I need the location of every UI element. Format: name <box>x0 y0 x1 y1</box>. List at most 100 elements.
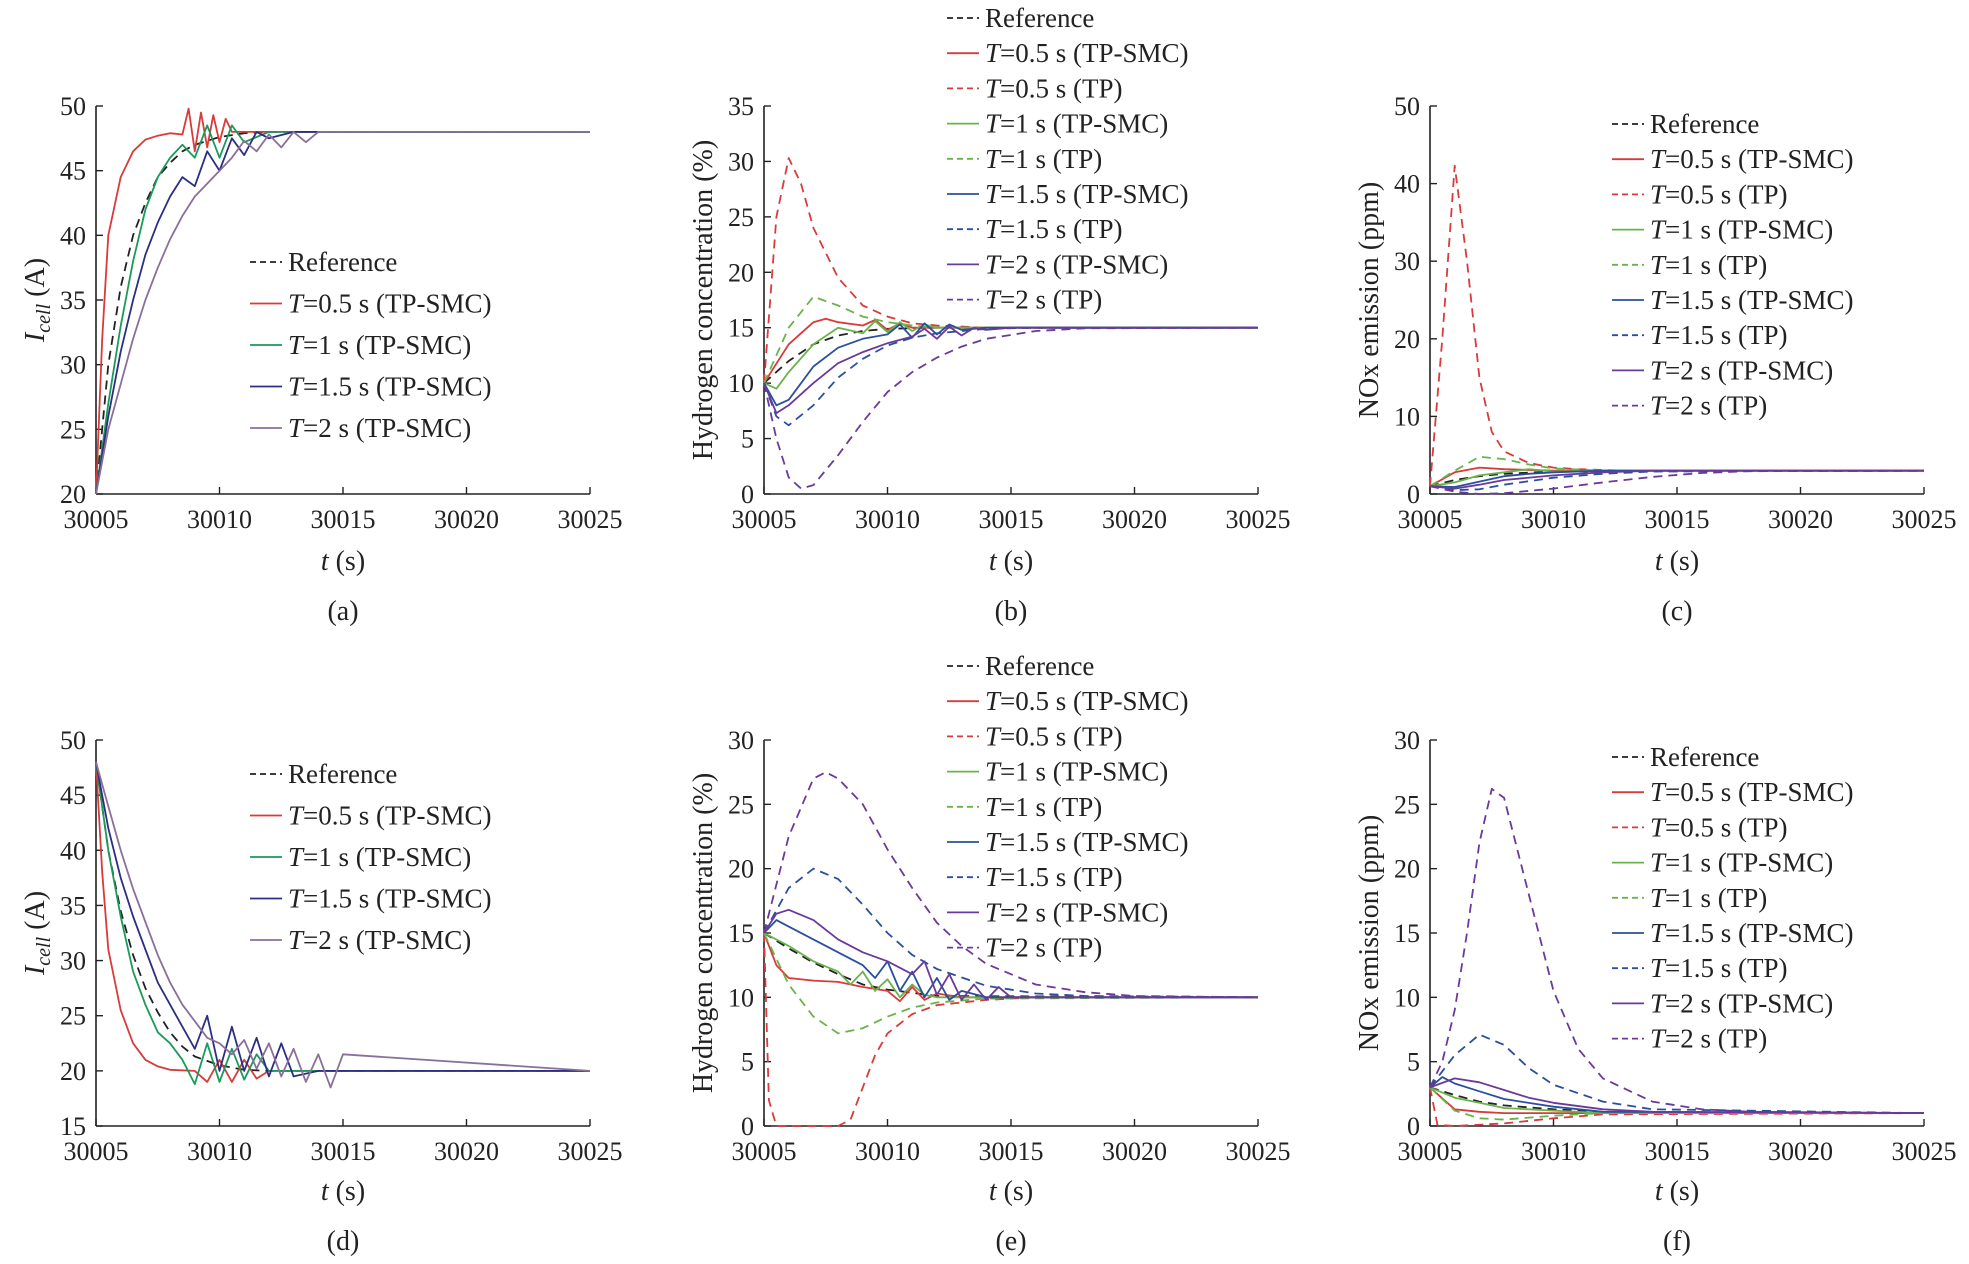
legend-entry: T=1 s (TP) <box>985 144 1102 174</box>
series-line <box>1429 1086 1925 1114</box>
x-tick-label: 30010 <box>855 505 920 534</box>
x-tick-label: 30020 <box>1102 505 1167 534</box>
y-tick-label: 10 <box>1394 402 1420 431</box>
legend-entry: T=2 s (TP-SMC) <box>288 413 471 443</box>
legend-entry: T=1.5 s (TP-SMC) <box>985 827 1189 857</box>
legend-entry: T=0.5 s (TP-SMC) <box>288 289 492 319</box>
x-axis-label: t (s) <box>321 1176 365 1207</box>
legend-entry: T=1.5 s (TP) <box>1650 320 1788 350</box>
legend-entry: T=0.5 s (TP) <box>1650 179 1788 209</box>
series-line <box>763 867 1259 999</box>
x-tick-label: 30025 <box>1892 505 1957 534</box>
series-line <box>1429 788 1925 1114</box>
series-line <box>763 322 1258 407</box>
legend-entry: T=1 s (TP-SMC) <box>985 757 1168 787</box>
y-tick-label: 0 <box>1407 1112 1420 1141</box>
y-axis-label: NOx emission (ppm) <box>1354 182 1385 418</box>
series-line <box>763 771 1259 999</box>
x-tick-label: 30010 <box>187 1137 252 1166</box>
series-line <box>95 131 590 495</box>
y-tick-label: 35 <box>60 286 86 315</box>
y-tick-label: 30 <box>1394 247 1420 276</box>
x-tick-label: 30010 <box>1521 1137 1586 1166</box>
legend-entry: T=1.5 s (TP-SMC) <box>288 884 492 914</box>
series-line <box>763 919 1258 1001</box>
series-line <box>1429 469 1924 488</box>
series-line <box>763 320 1258 390</box>
series-line <box>1429 1076 1925 1114</box>
legend-entry: T=2 s (TP-SMC) <box>288 925 471 955</box>
legend-entry: T=0.5 s (TP-SMC) <box>985 686 1189 716</box>
y-tick-label: 0 <box>741 1112 754 1141</box>
y-tick-label: 40 <box>1394 170 1420 199</box>
y-tick-label: 20 <box>1394 325 1420 354</box>
legend: Reference T=0.5 s (TP-SMC) T=0.5 s (TP) T=1… <box>947 3 1189 315</box>
y-tick-label: 40 <box>60 836 86 865</box>
y-tick-label: 30 <box>1394 726 1420 755</box>
series-line <box>1429 1087 1925 1127</box>
y-tick-label: 35 <box>728 92 754 121</box>
series-line <box>763 932 1259 999</box>
y-tick-label: 15 <box>1394 919 1420 948</box>
legend-entry: T=0.5 s (TP-SMC) <box>1650 777 1854 807</box>
legend-entry: Reference <box>1650 109 1759 139</box>
series-line <box>1429 1033 1925 1114</box>
legend-entry: T=1 s (TP-SMC) <box>1650 848 1833 878</box>
series-line <box>763 326 1258 427</box>
x-tick-label: 30005 <box>732 1137 797 1166</box>
y-tick-label: 15 <box>60 1112 86 1141</box>
y-tick-label: 30 <box>728 726 754 755</box>
series-line <box>1429 1077 1925 1114</box>
series-line <box>95 131 590 495</box>
y-tick-label: 20 <box>60 480 86 509</box>
legend-entry: T=2 s (TP) <box>1650 1024 1767 1054</box>
series-line <box>1429 1086 1924 1121</box>
legend-entry: T=1.5 s (TP-SMC) <box>1650 285 1854 315</box>
x-tick-label: 30010 <box>187 505 252 534</box>
legend-entry: T=1 s (TP-SMC) <box>288 330 471 360</box>
chart-panel-c: 30005 30010 30015 30020 30025 0 10 20 30 40 50 t (s… <box>1354 92 1957 627</box>
x-axis-label: t (s) <box>989 1176 1033 1207</box>
legend-entry: Reference <box>288 247 397 277</box>
x-tick-label: 30025 <box>558 505 623 534</box>
legend-entry: T=1.5 s (TP) <box>985 214 1123 244</box>
y-axis-label: Hydrogen concentration (%) <box>688 773 719 1093</box>
chart-panel-e: 30005 30010 30015 30020 30025 0 5 10 15 20 25 30 t (… <box>688 651 1291 1257</box>
y-tick-label: 15 <box>728 919 754 948</box>
legend-entry: T=1 s (TP) <box>1650 883 1767 913</box>
series-line <box>763 295 1258 384</box>
x-tick-label: 30025 <box>1226 505 1291 534</box>
legend-entry: T=1.5 s (TP-SMC) <box>288 372 492 402</box>
series-line <box>763 157 1258 384</box>
y-tick-label: 0 <box>741 480 754 509</box>
panel-label: (e) <box>995 1226 1026 1257</box>
legend-entry: T=2 s (TP) <box>985 933 1102 963</box>
series-line <box>95 761 590 1072</box>
x-tick-label: 30015 <box>979 1137 1044 1166</box>
x-tick-label: 30005 <box>1398 1137 1463 1166</box>
y-tick-label: 20 <box>60 1057 86 1086</box>
y-tick-label: 30 <box>728 147 754 176</box>
x-tick-label: 30025 <box>558 1137 623 1166</box>
x-tick-label: 30025 <box>1892 1137 1957 1166</box>
series-line <box>763 325 1258 414</box>
legend-entry: T=1 s (TP) <box>985 792 1102 822</box>
x-tick-label: 30015 <box>1645 1137 1710 1166</box>
y-tick-label: 10 <box>1394 983 1420 1012</box>
series-line <box>763 317 1258 384</box>
panel-label: (c) <box>1661 596 1692 627</box>
y-tick-label: 20 <box>728 258 754 287</box>
x-axis-label: t (s) <box>321 546 365 577</box>
legend-entry: Reference <box>985 3 1094 33</box>
x-tick-label: 30015 <box>311 505 376 534</box>
y-tick-label: 0 <box>1407 480 1420 509</box>
chart-panel-d: 30005 30010 30015 30020 30025 15 20 25 30 35 40 45 5… <box>20 726 623 1257</box>
x-axis-label: t (s) <box>1655 1176 1699 1207</box>
x-tick-label: 30020 <box>1102 1137 1167 1166</box>
x-tick-label: 30005 <box>1398 505 1463 534</box>
y-tick-label: 50 <box>1394 92 1420 121</box>
legend-entry: T=1.5 s (TP) <box>1650 953 1788 983</box>
y-tick-label: 20 <box>728 855 754 884</box>
y-tick-label: 5 <box>741 425 754 454</box>
legend-entry: T=1 s (TP-SMC) <box>1650 215 1833 245</box>
